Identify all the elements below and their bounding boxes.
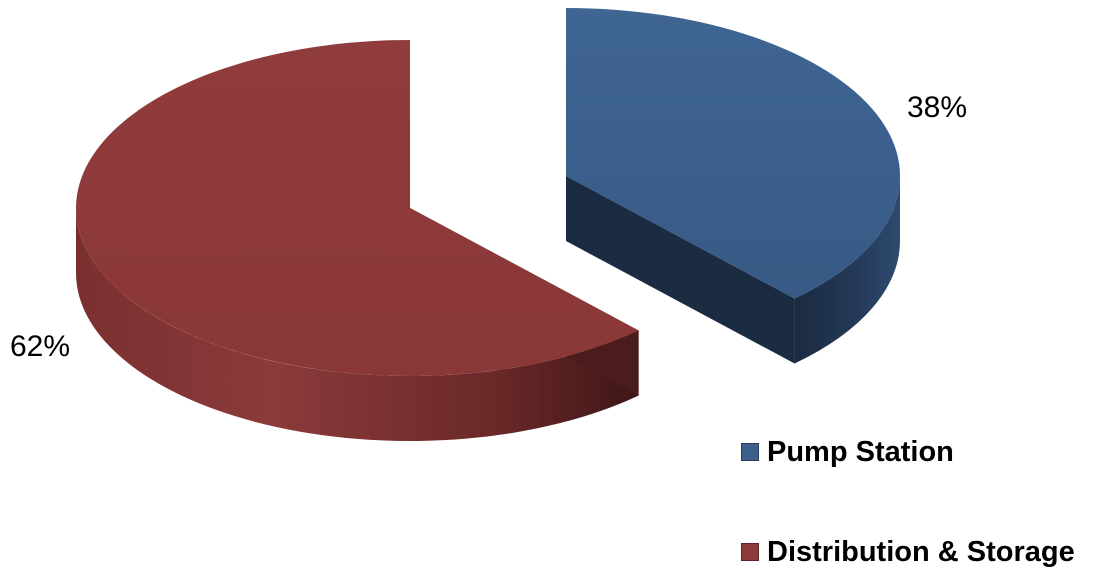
legend-label-distribution-storage: Distribution & Storage <box>767 535 1075 568</box>
pie-chart: 38% 62% <box>10 7 967 442</box>
chart-legend: Pump Station Distribution & Storage <box>741 432 1075 572</box>
data-label-pump-station: 38% <box>907 91 967 124</box>
data-label-distribution-storage: 62% <box>10 330 70 363</box>
legend-swatch-distribution-storage <box>741 543 759 561</box>
legend-item-distribution-storage: Distribution & Storage <box>741 532 1075 572</box>
legend-item-pump-station: Pump Station <box>741 432 1075 472</box>
legend-swatch-pump-station <box>741 443 759 461</box>
slice-pump-station-side-0 <box>794 176 900 364</box>
slice-distribution-storage-side-0 <box>76 208 639 442</box>
slice-pump-station-cut-end <box>566 176 795 364</box>
slice-pump-station-top <box>566 7 901 299</box>
slice-distribution-storage-top <box>76 40 639 376</box>
legend-label-pump-station: Pump Station <box>767 435 954 468</box>
